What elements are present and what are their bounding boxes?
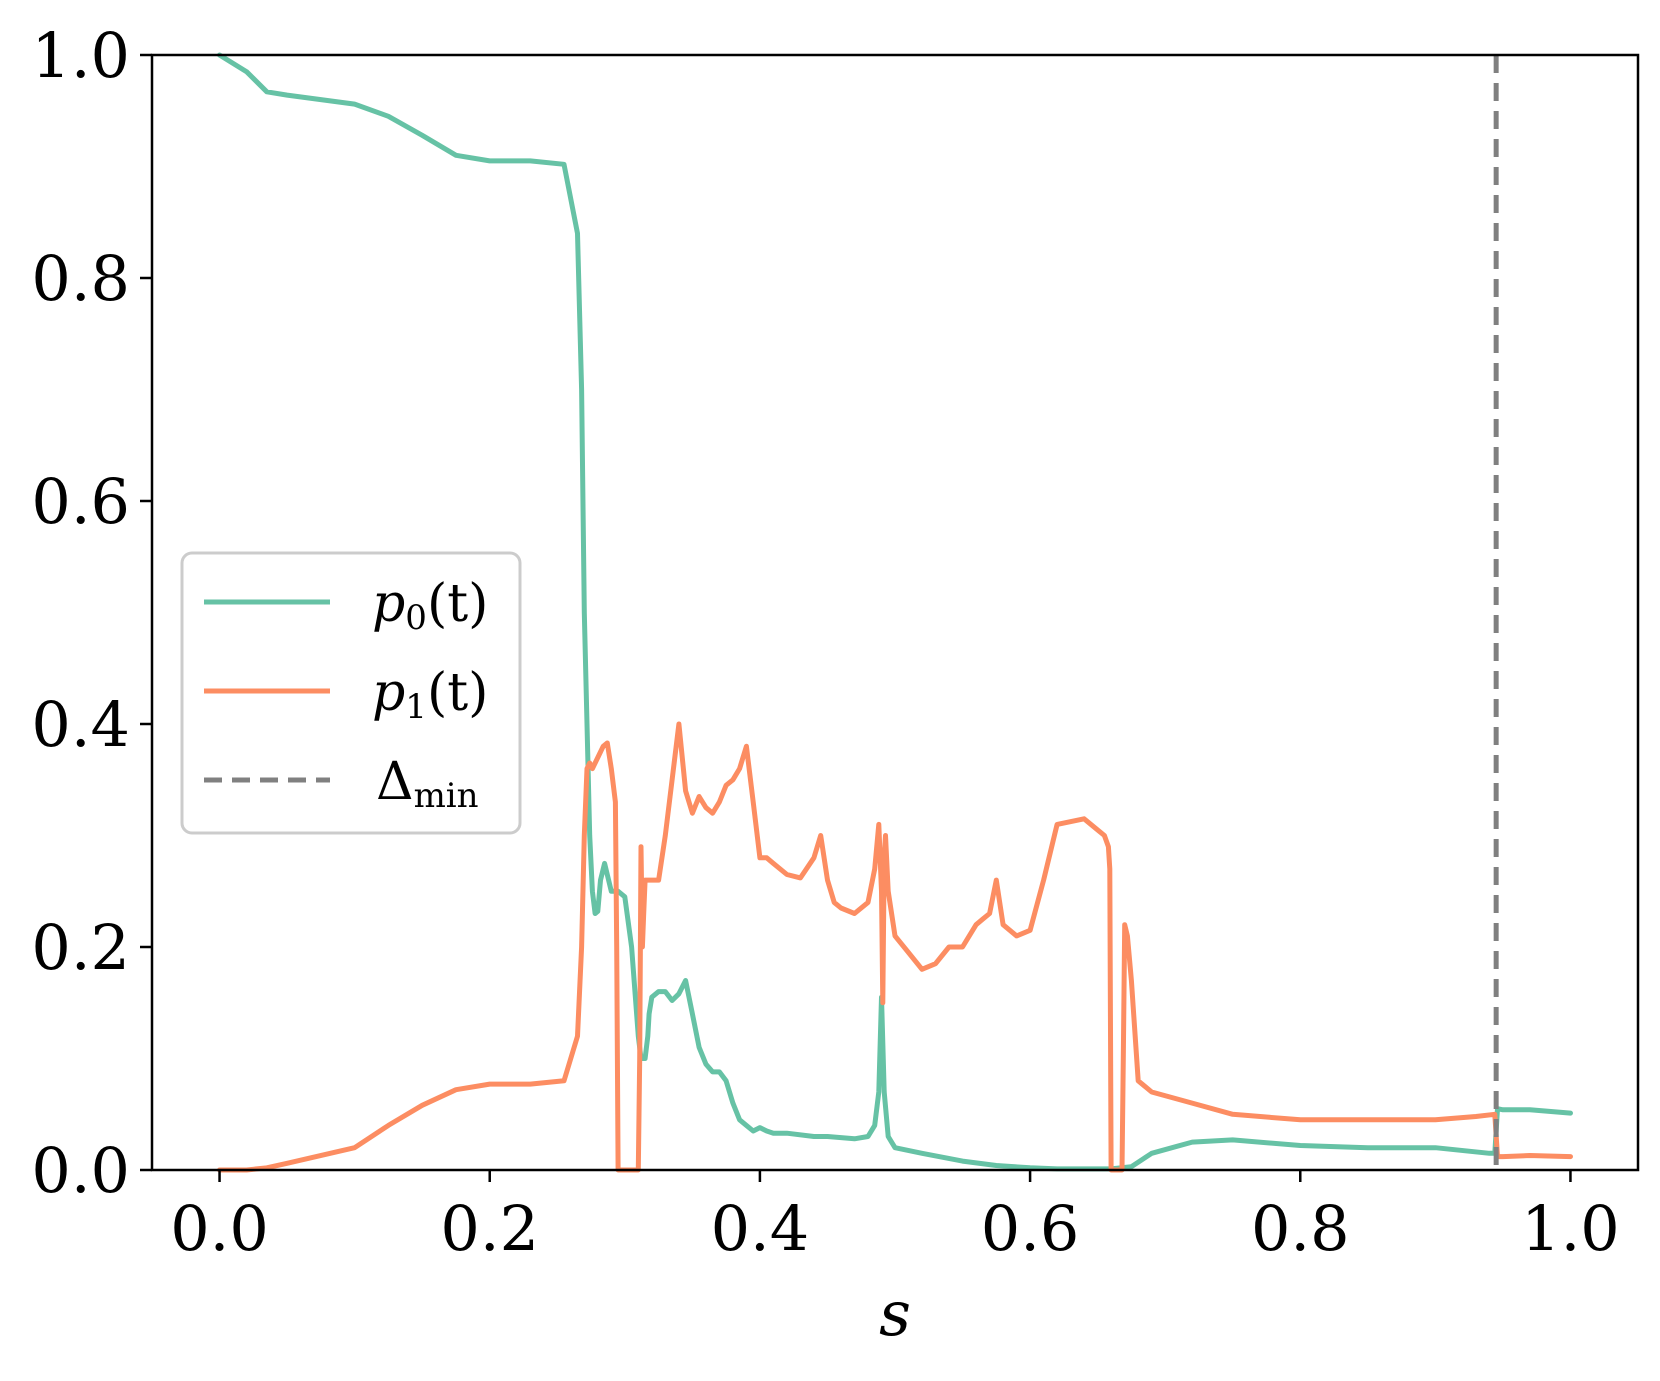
plot-frame	[150, 53, 1640, 1172]
legend: p0(t) p1(t) Δmin	[180, 551, 522, 835]
x-tick-label: 0.0	[170, 1192, 269, 1265]
y-tick-label: 0.0	[31, 1134, 130, 1207]
legend-label-delta-min: Δmin	[376, 752, 479, 816]
y-tick-label: 0.2	[31, 911, 130, 984]
y-tick-label: 0.4	[31, 688, 130, 761]
x-axis-ticks: 0.0 0.2 0.4 0.6 0.8 1.0	[170, 1170, 1620, 1265]
x-tick-label: 1.0	[1521, 1192, 1620, 1265]
x-tick-label: 0.8	[1251, 1192, 1350, 1265]
legend-frame	[180, 551, 522, 835]
y-tick-label: 0.8	[31, 242, 130, 315]
x-axis-label: s	[879, 1277, 911, 1350]
y-tick-label: 0.6	[31, 465, 130, 538]
legend-label-p0: p0(t)	[372, 574, 488, 638]
y-tick-label: 1.0	[31, 19, 130, 92]
x-tick-label: 0.4	[711, 1192, 810, 1265]
legend-label-p1: p1(t)	[372, 663, 488, 727]
x-tick-label: 0.6	[981, 1192, 1080, 1265]
x-tick-label: 0.2	[440, 1192, 539, 1265]
y-axis-ticks: 0.0 0.2 0.4 0.6 0.8 1.0	[31, 19, 152, 1207]
